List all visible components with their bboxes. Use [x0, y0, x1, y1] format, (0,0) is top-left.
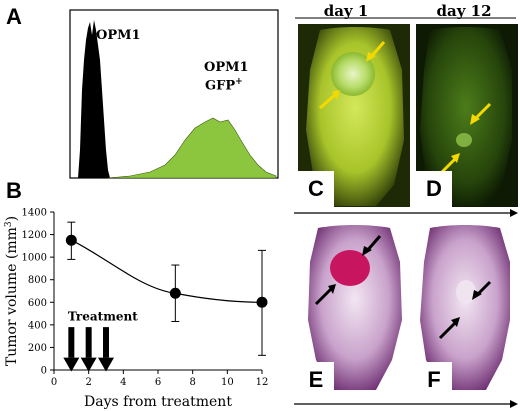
tumor-d [456, 133, 472, 147]
panel-label-c: C [298, 171, 334, 207]
treatment-arrow-head [98, 357, 114, 372]
histogram-label-positive-line1: OPM1 [204, 60, 249, 75]
treatment-arrow-shaft [85, 327, 92, 358]
histogram-label-negative: OPM1 [96, 28, 141, 43]
y-tick-label: 800 [28, 275, 47, 286]
treatment-arrow-head [80, 357, 97, 372]
panel-label-e: E [298, 362, 334, 398]
arrow-e2 [314, 286, 334, 306]
x-tick-label: 10 [221, 377, 234, 388]
photo-panels [294, 17, 518, 408]
mouse-body-f [420, 225, 510, 390]
x-tick-label: 6 [155, 377, 161, 388]
y-tick-label: 400 [28, 320, 47, 331]
mouse-body-c [306, 27, 404, 206]
panel-label-f: F [416, 362, 452, 398]
x-tick-label: 0 [51, 377, 57, 388]
panel-label-a: A [6, 4, 22, 29]
y-tick-label: 1000 [22, 253, 47, 264]
panel-label-b: B [6, 178, 22, 203]
tumor-e [330, 250, 370, 286]
mouse-body-d [420, 27, 512, 206]
treatment-label: Treatment [68, 309, 138, 323]
treatment-arrow-shaft [68, 327, 75, 358]
histogram-positive-peak [107, 117, 277, 179]
tumor-f [456, 280, 476, 304]
panel-label-d: D [416, 171, 452, 207]
histogram-negative-peak [78, 20, 110, 178]
treatment-arrow-head [63, 357, 80, 372]
y-tick-label: 600 [28, 298, 47, 309]
x-tick-label: 8 [189, 377, 195, 388]
data-point [65, 234, 77, 246]
histogram-label-positive-line2: GFP+ [205, 77, 243, 94]
data-point [256, 296, 268, 308]
tumor-c [331, 52, 375, 96]
x-tick-label: 2 [85, 377, 91, 388]
arrow-f2 [438, 320, 458, 340]
histogram-panel [69, 9, 279, 179]
x-tick-label: 12 [256, 377, 269, 388]
day-label-right: day 12 [436, 2, 492, 20]
y-axis-label: Tumor volume (mm3) [4, 216, 20, 366]
x-tick-label: 4 [120, 377, 126, 388]
y-tick-label: 1200 [22, 230, 47, 241]
arrow-c2 [319, 92, 337, 110]
data-point [169, 287, 181, 299]
y-tick-label: 0 [41, 366, 47, 377]
x-axis-label: Days from treatment [84, 394, 232, 410]
y-tick-label: 200 [28, 343, 47, 354]
treatment-arrow-shaft [103, 327, 109, 358]
day-label-left: day 1 [323, 2, 369, 20]
tumor-volume-chart: 0 200 400 600 800 1000 1200 1400 0 2 4 6 8 10 12 Days f… [4, 208, 269, 411]
y-tick-label: 1400 [22, 208, 47, 219]
series-line [71, 239, 263, 303]
